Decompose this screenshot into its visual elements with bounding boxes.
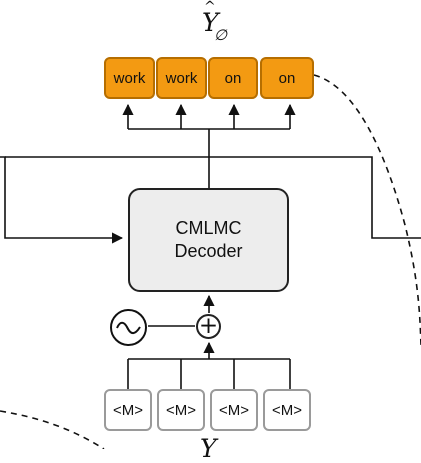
output-variable-hat: ^ [204,0,216,15]
right-side-line [209,156,421,239]
input-token-3: <M> [210,389,258,431]
diagram-connections [0,74,421,449]
output-token-1: work [104,57,155,99]
output-token-4: on [260,57,314,99]
bottom-dashed-curve [0,410,105,449]
input-token-2: <M> [157,389,205,431]
decoder-title-line-2: Decoder [174,241,243,261]
output-token-2: work [156,57,207,99]
decoder-title-line-1: CMLMC [175,217,242,238]
output-variable-letter: Y [202,8,219,37]
input-token-1: <M> [104,389,152,431]
top-dashed-curve [313,74,421,346]
sine-wave-icon [110,309,147,346]
add-node-icon: + [196,314,221,339]
add-node-symbol: + [198,313,219,339]
output-variable-subscript: ∅ [214,26,228,44]
input-token-4: <M> [263,389,311,431]
output-variable-label: Y [202,10,219,35]
left-feedback-line [0,156,124,244]
output-token-3: on [208,57,258,99]
cmlmc-decoder-box: CMLMC Decoder [128,188,289,292]
